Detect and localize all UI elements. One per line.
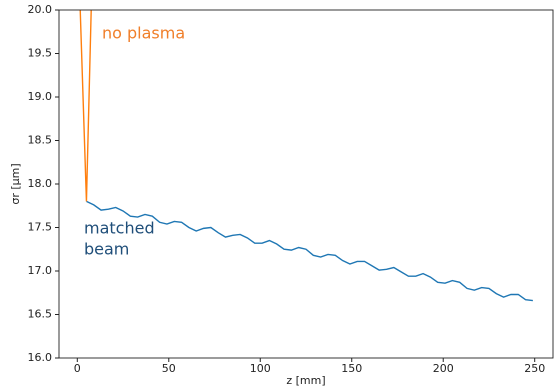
y-tick-label: 20.0: [28, 3, 53, 16]
y-tick-label: 19.5: [28, 47, 53, 60]
y-tick-label: 16.0: [28, 351, 53, 364]
y-tick-label: 18.5: [28, 134, 53, 147]
y-tick-label: 18.0: [28, 177, 53, 190]
x-tick-label: 50: [162, 362, 176, 375]
y-axis-label: σr [μm]: [9, 163, 22, 204]
plot-area: [79, 10, 533, 302]
line-series: [79, 10, 92, 202]
annotation: beam: [84, 240, 129, 259]
y-tick-label: 19.0: [28, 90, 53, 103]
x-tick-label: 250: [524, 362, 545, 375]
annotation: no plasma: [102, 24, 185, 43]
axes-frame: [58, 9, 554, 359]
line-series: [86, 200, 533, 302]
y-tick-label: 17.5: [28, 221, 53, 234]
x-tick-label: 150: [341, 362, 362, 375]
y-tick-label: 17.0: [28, 264, 53, 277]
x-tick-label: 0: [74, 362, 81, 375]
x-tick-label: 200: [433, 362, 454, 375]
x-axis-label: z [mm]: [286, 374, 325, 387]
annotation: matched: [84, 219, 155, 238]
y-tick-label: 16.5: [28, 308, 53, 321]
x-tick-label: 100: [250, 362, 271, 375]
